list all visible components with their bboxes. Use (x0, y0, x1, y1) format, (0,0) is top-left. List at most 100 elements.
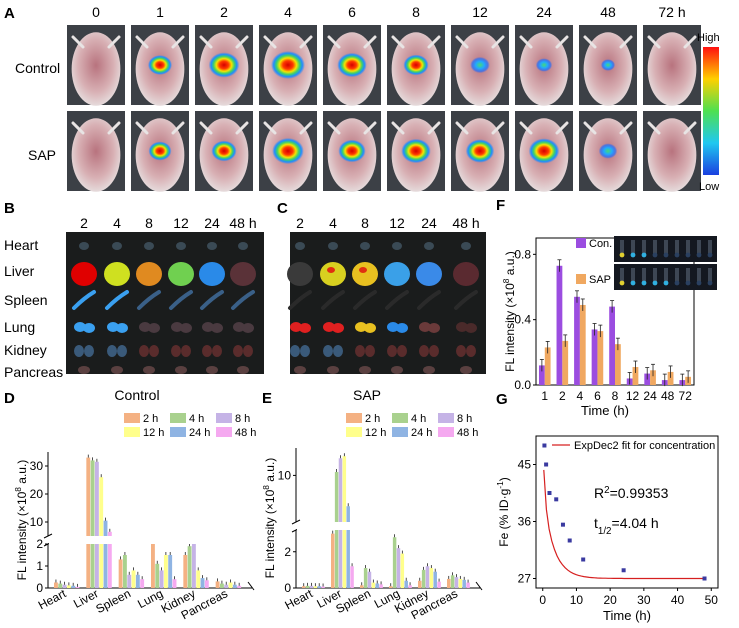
bar (215, 581, 220, 588)
tube (653, 240, 657, 254)
pancreas-organ (294, 366, 306, 374)
lung-organ (211, 323, 223, 333)
liver-organ (199, 262, 225, 286)
spleen-organ (288, 290, 312, 310)
bar (331, 533, 335, 588)
bar (66, 585, 71, 588)
heart-organ (295, 242, 305, 250)
legend-swatch (216, 413, 232, 423)
spleen-organ (137, 290, 161, 310)
y-axis-label-part: a.u.) (15, 460, 29, 487)
half-life-annotation: t1/2=4.04 h (594, 515, 659, 537)
axis-break-mark (291, 519, 301, 525)
bar (228, 582, 233, 588)
fluorescence-signal (470, 56, 490, 74)
bar (615, 344, 621, 385)
lung-organ (116, 323, 128, 333)
mouse-limbs (71, 121, 121, 135)
legend-swatch (124, 413, 140, 423)
bar (219, 583, 224, 588)
mouse-limbs (455, 121, 505, 135)
y-axis-label-part: Fe (% ID·g (497, 489, 511, 547)
legend-swatch (124, 427, 140, 437)
time-label: 8 (145, 215, 153, 231)
y-axis-label: Fe (% ID·g-1) (495, 477, 511, 546)
bar (425, 566, 430, 588)
bar (75, 586, 80, 588)
tube-signal (641, 252, 647, 258)
mouse-limbs (519, 121, 569, 135)
fluorescence-signal (272, 137, 304, 165)
lung-organ (148, 323, 160, 333)
axis-break-mark (247, 581, 255, 591)
lung-organ (428, 323, 440, 333)
bar (346, 506, 350, 588)
mouse-tile (451, 25, 509, 106)
bar (396, 548, 401, 588)
legend-label: 24 h (411, 427, 432, 439)
bar (609, 306, 615, 385)
bar (232, 584, 237, 588)
pancreas-organ (423, 366, 435, 374)
fluorescence-signal (598, 143, 618, 159)
bar (140, 579, 145, 588)
y-tick-label: 10 (30, 515, 44, 529)
bar (317, 586, 321, 588)
fluorescence-signal (401, 138, 431, 164)
bar (313, 586, 318, 588)
bar (196, 570, 201, 588)
tube-signal (663, 252, 669, 258)
legend-label: 12 h (143, 427, 164, 439)
tube (664, 240, 668, 254)
lung-organ (396, 323, 408, 333)
bar (400, 553, 405, 588)
y-axis-label: FL intensity (×108 a.u.) (13, 460, 29, 581)
lung-organ (233, 322, 245, 332)
pancreas-organ (111, 366, 123, 374)
tube-signal (696, 280, 702, 286)
mouse-limbs (391, 35, 441, 49)
pancreas-organ (359, 366, 371, 374)
bar (71, 585, 76, 588)
fluorescence-signal (208, 52, 240, 78)
color-scale-low: Low (699, 181, 719, 193)
pancreas-organ (327, 366, 339, 374)
bar (360, 585, 364, 588)
x-tick-label: 12 (626, 389, 640, 403)
liver-hotspot (327, 267, 335, 273)
legend-label: 4 h (189, 413, 204, 425)
tube (664, 268, 668, 282)
bar (224, 584, 229, 588)
bar (122, 555, 127, 588)
axis-break-gap (49, 536, 253, 544)
data-point (702, 576, 707, 581)
time-label: 48 h (452, 215, 479, 231)
bar (99, 477, 104, 588)
x-axis-label: Time (h) (581, 403, 629, 418)
organ-label: Liver (4, 263, 35, 279)
axis-break-mark (475, 581, 483, 591)
fluorescence-signal (403, 54, 429, 76)
tube-signal (652, 280, 658, 286)
lung-organ (332, 323, 344, 333)
plot-frame (535, 435, 719, 589)
legend-swatch (346, 413, 362, 423)
x-tick-label: 40 (671, 593, 685, 607)
bar (131, 570, 136, 588)
mouse-tile (643, 111, 701, 192)
legend-label: 8 h (235, 413, 250, 425)
bar (371, 582, 376, 588)
kidney-organ (84, 345, 94, 357)
heart-organ (328, 242, 338, 250)
bar (462, 579, 466, 588)
y-axis-label-part: FL intensity (×10 (15, 491, 29, 580)
legend-label: 2 h (365, 413, 380, 425)
mouse-limbs (647, 35, 697, 49)
liver-organ (320, 262, 346, 286)
heart-organ (424, 242, 434, 250)
spleen-organ (454, 290, 478, 310)
data-point (567, 538, 572, 543)
kidney-organ (117, 345, 127, 357)
